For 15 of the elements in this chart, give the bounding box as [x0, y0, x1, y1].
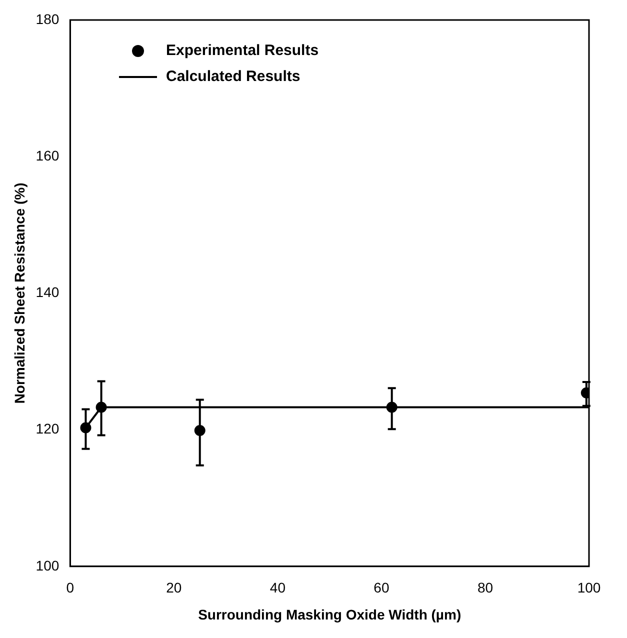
x-axis-title: Surrounding Masking Oxide Width (µm): [198, 606, 462, 622]
legend-label: Calculated Results: [166, 67, 300, 87]
x-tick-label: 20: [166, 580, 182, 596]
y-tick-label: 160: [36, 147, 60, 164]
x-tick-label: 80: [477, 580, 494, 596]
y-tick-label: 120: [36, 420, 60, 437]
x-tick-label: 0: [66, 580, 74, 596]
y-axis-title: Normalized Sheet Resistance (%): [11, 182, 28, 404]
x-tick-label: 60: [374, 580, 390, 596]
legend-label: Experimental Results: [166, 41, 319, 61]
x-tick-label: 100: [577, 580, 601, 596]
x-tick-label: 40: [270, 580, 286, 596]
y-tick-label: 100: [36, 557, 60, 574]
y-tick-label: 140: [36, 284, 60, 300]
y-tick-label: 180: [36, 10, 60, 27]
